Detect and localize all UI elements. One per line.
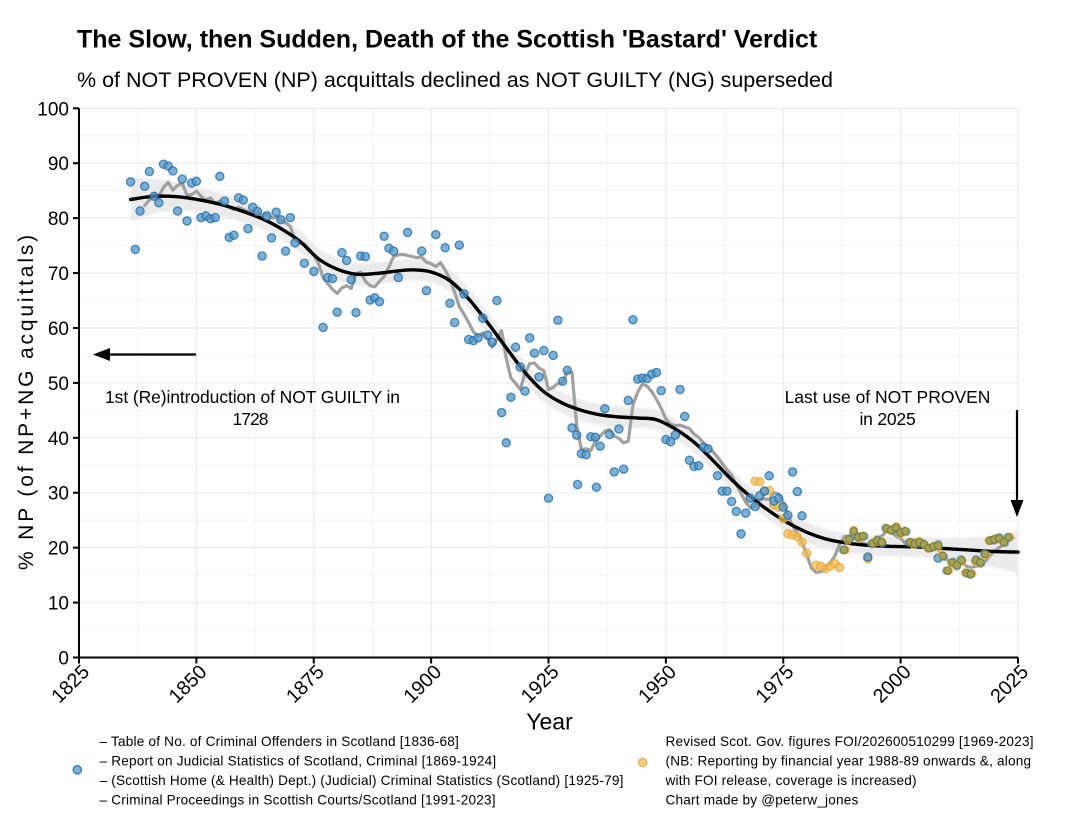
svg-text:(NB: Reporting by financial ye: (NB: Reporting by financial year 1988-89… (666, 754, 1032, 769)
svg-text:– (Scottish Home (& Health) De: – (Scottish Home (& Health) Dept.) (Judi… (100, 773, 624, 788)
svg-text:Last use of NOT PROVEN: Last use of NOT PROVEN (785, 387, 991, 407)
svg-text:90: 90 (48, 154, 69, 175)
svg-text:60: 60 (48, 319, 69, 340)
svg-text:1st (Re)introduction of NOT GU: 1st (Re)introduction of NOT GUILTY in (105, 387, 400, 407)
svg-text:30: 30 (48, 484, 69, 505)
svg-text:0: 0 (58, 649, 69, 670)
svg-text:– Criminal Proceedings in Scot: – Criminal Proceedings in Scottish Court… (100, 793, 496, 808)
svg-text:in 2025: in 2025 (859, 409, 915, 429)
svg-text:Revised Scot. Gov. figures FOI: Revised Scot. Gov. figures FOI/202600510… (666, 734, 1034, 749)
svg-text:40: 40 (48, 429, 69, 450)
svg-text:80: 80 (48, 209, 69, 230)
svg-text:Year: Year (526, 708, 573, 734)
svg-text:100: 100 (37, 99, 69, 120)
svg-text:10: 10 (48, 594, 69, 615)
svg-text:% of NOT PROVEN (NP) acquittal: % of NOT PROVEN (NP) acquittals declined… (77, 68, 833, 92)
svg-text:70: 70 (48, 264, 69, 285)
svg-text:with FOI release, coverage is: with FOI release, coverage is increased) (665, 773, 917, 788)
svg-text:% NP (of NP+NG acquittals): % NP (of NP+NG acquittals) (15, 232, 38, 570)
svg-text:– Table of No. of Criminal Off: – Table of No. of Criminal Offenders in … (100, 734, 459, 749)
svg-text:– Report on Judicial Statistic: – Report on Judicial Statistics of Scotl… (100, 754, 497, 769)
svg-text:The Slow, then Sudden, Death o: The Slow, then Sudden, Death of the Scot… (77, 25, 818, 53)
svg-text:50: 50 (48, 374, 69, 395)
svg-text:1728: 1728 (233, 409, 268, 429)
svg-text:20: 20 (48, 539, 69, 560)
svg-text:Chart made by @peterw_jones: Chart made by @peterw_jones (666, 793, 859, 808)
